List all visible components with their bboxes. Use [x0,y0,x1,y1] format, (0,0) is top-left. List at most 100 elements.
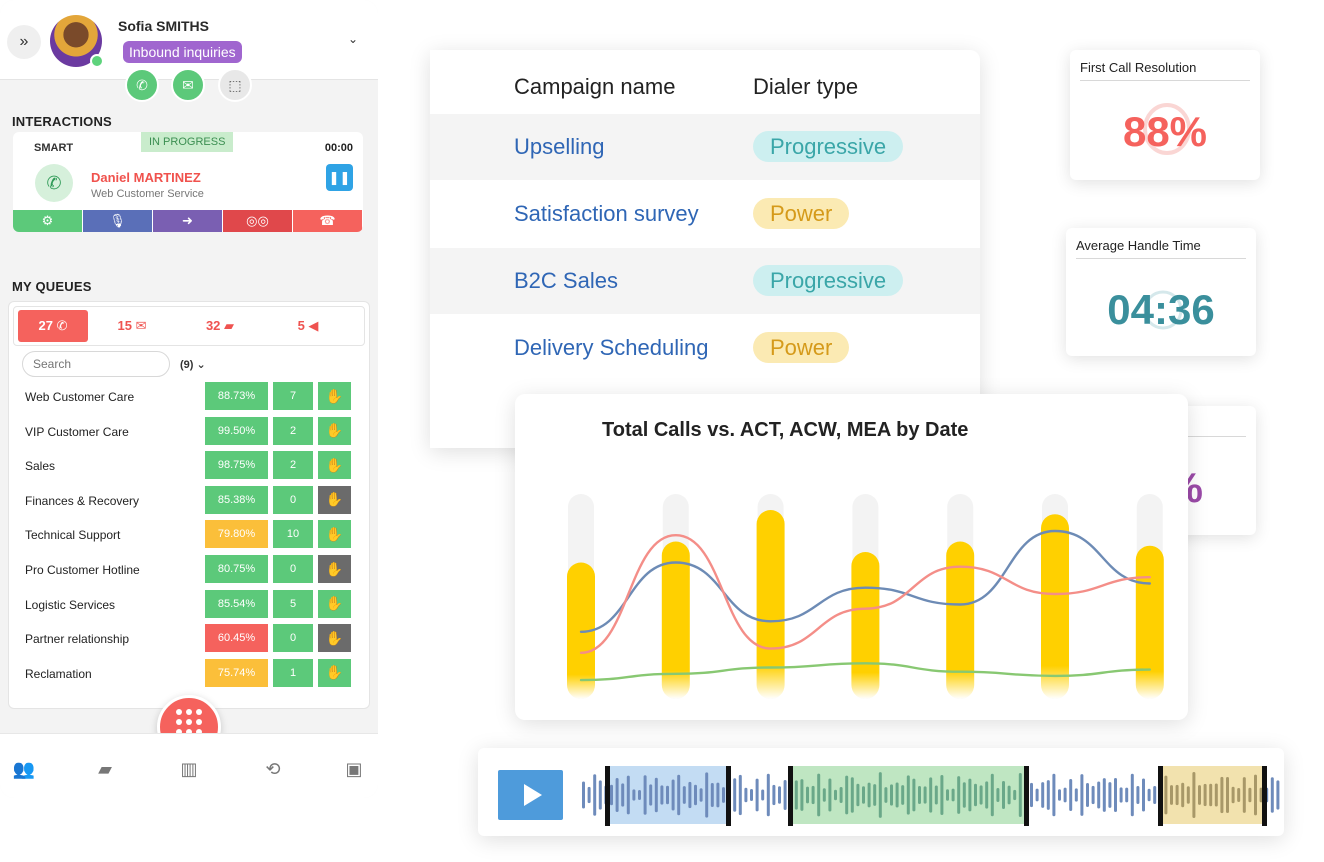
queue-name: Logistic Services [25,597,116,612]
play-icon[interactable] [498,770,563,820]
expand-icon[interactable]: » [7,25,41,59]
queues-card: 27 ✆ 15 ✉ 32 ▰ 5 ◀ (9) ⌄ Web Customer Care 8… [8,301,370,709]
kpi-value: 04:36 [1107,286,1215,333]
segment-marker[interactable] [1158,766,1163,826]
hand-icon[interactable]: ✋ [318,451,351,480]
agent-name: Sofia SMITHS [118,18,210,34]
queue-service-level: 99.50% [205,416,268,445]
call-actions-bar: ⚙ 🎙 ➜ ◎◎ ☎ [13,210,363,232]
email-channel-icon[interactable]: ✉ [171,68,205,102]
avatar[interactable] [50,15,104,68]
online-status-dot [90,54,104,68]
segment-marker[interactable] [788,766,793,826]
queue-tabs: 27 ✆ 15 ✉ 32 ▰ 5 ◀ [13,306,365,346]
hand-icon[interactable]: ✋ [318,416,351,445]
queue-row[interactable]: Partner relationship 60.45% 0 ✋ [9,624,371,653]
hangup-icon[interactable]: ☎ [293,210,363,232]
queue-waiting-count: 0 [273,555,313,583]
campaign-row[interactable]: Upselling Progressive [430,114,980,180]
queue-name: VIP Customer Care [25,424,129,439]
chevron-down-icon[interactable]: ⌄ [348,32,359,46]
contact-queue: Web Customer Service [91,188,204,200]
queue-service-level: 88.73% [205,382,268,410]
queue-waiting-count: 5 [273,589,313,618]
hand-icon[interactable]: ✋ [318,658,351,687]
hand-icon[interactable]: ✋ [318,382,351,410]
transfer-icon[interactable]: ➜ [153,210,223,232]
campaign-row[interactable]: B2C Sales Progressive [430,248,980,314]
kpi-title: First Call Resolution [1080,60,1250,81]
queue-row[interactable]: Technical Support 79.80% 10 ✋ [9,520,371,549]
queue-row[interactable]: Pro Customer Hotline 80.75% 0 ✋ [9,555,371,583]
interaction-timer: 00:00 [324,142,353,154]
contact-name[interactable]: Daniel MARTINEZ [91,170,201,185]
queue-waiting-count: 0 [273,624,313,653]
agent-header: » Sofia SMITHS Inbound inquiries ⌄ [0,0,378,80]
queue-tab-0[interactable]: 27 ✆ [18,310,88,342]
messages-nav-icon[interactable]: ▰ [98,758,112,779]
stats-nav-icon[interactable]: ▥ [180,758,198,779]
campaign-name[interactable]: Satisfaction survey [514,201,699,226]
queue-service-level: 60.45% [205,624,268,653]
chart-bar[interactable] [851,552,880,699]
pause-button[interactable]: ❚❚ [326,164,353,191]
timer-icon [1143,290,1183,330]
segment-marker[interactable] [605,766,610,826]
queue-row[interactable]: Sales 98.75% 2 ✋ [9,451,371,480]
queue-row[interactable]: VIP Customer Care 99.50% 2 ✋ [9,416,371,445]
mute-icon[interactable]: 🎙 [83,210,153,232]
segment-marker[interactable] [726,766,731,826]
hand-icon[interactable]: ✋ [318,589,351,618]
campaign-table: Campaign name Dialer type Upselling Progr… [430,50,980,448]
chart-bar[interactable] [661,541,690,700]
queue-waiting-count: 0 [273,485,313,514]
campaign-name[interactable]: Delivery Scheduling [514,335,709,360]
hand-icon[interactable]: ✋ [318,520,351,549]
queue-name: Finances & Recovery [25,493,140,508]
campaign-name-header: Campaign name [514,74,676,99]
queue-row[interactable]: Reclamation 75.74% 1 ✋ [9,658,371,687]
chart-bar[interactable] [1135,545,1164,699]
queue-search-input[interactable] [22,351,170,377]
chart-bar[interactable] [756,510,785,699]
chart-bar[interactable] [1041,514,1069,699]
hand-icon[interactable]: ✋ [318,624,351,653]
chart-bar[interactable] [946,541,975,700]
queue-name: Partner relationship [25,632,130,647]
segment-marker[interactable] [1024,766,1029,826]
settings-icon[interactable]: ⚙ [13,210,83,232]
queue-row[interactable]: Finances & Recovery 85.38% 0 ✋ [9,485,371,514]
campaign-name[interactable]: Upselling [514,134,605,159]
voicemail-icon[interactable]: ◎◎ [223,210,293,232]
phone-channel-icon[interactable]: ✆ [125,68,159,102]
queue-tab-1[interactable]: 15 ✉ [117,318,147,333]
campaign-row[interactable]: Delivery Scheduling Power [430,315,980,381]
queues-title: MY QUEUES [12,279,92,294]
contacts-nav-icon[interactable]: ▣ [345,758,363,779]
dialer-type-badge: Power [753,198,850,229]
interaction-mode: SMART [34,142,74,154]
queue-tab-3[interactable]: 5 ◀ [297,318,319,333]
hand-icon[interactable]: ✋ [318,485,351,514]
audio-waveform[interactable] [478,748,1284,836]
chart-title: Total Calls vs. ACT, ACW, MEA by Date [602,419,969,441]
queue-row[interactable]: Web Customer Care 88.73% 7 ✋ [9,382,371,410]
campaign-row[interactable]: Satisfaction survey Power [430,181,980,247]
history-nav-icon[interactable]: ⟲ [265,758,281,779]
chat-channel-icon[interactable]: ⬚ [218,68,252,102]
queue-waiting-count: 2 [273,416,313,445]
queue-tab-2[interactable]: 32 ▰ [205,318,235,333]
campaign-name[interactable]: B2C Sales [514,268,618,293]
chart-line-3 [579,662,1151,682]
agent-panel: » Sofia SMITHS Inbound inquiries ⌄ ✆ ✉ ⬚… [0,0,378,798]
segment-marker[interactable] [1262,766,1267,826]
agent-status-badge[interactable]: Inbound inquiries [123,41,242,63]
queue-count-dropdown[interactable]: (9) ⌄ [180,359,206,371]
queue-waiting-count: 10 [273,520,313,549]
interaction-card[interactable]: SMART IN PROGRESS 00:00 ✆ Daniel MARTINE… [13,132,363,232]
queue-name: Pro Customer Hotline [25,563,140,577]
queue-row[interactable]: Logistic Services 85.54% 5 ✋ [9,589,371,618]
queue-waiting-count: 2 [273,451,313,480]
agents-nav-icon[interactable]: 👥 [12,758,36,779]
hand-icon[interactable]: ✋ [318,555,351,583]
